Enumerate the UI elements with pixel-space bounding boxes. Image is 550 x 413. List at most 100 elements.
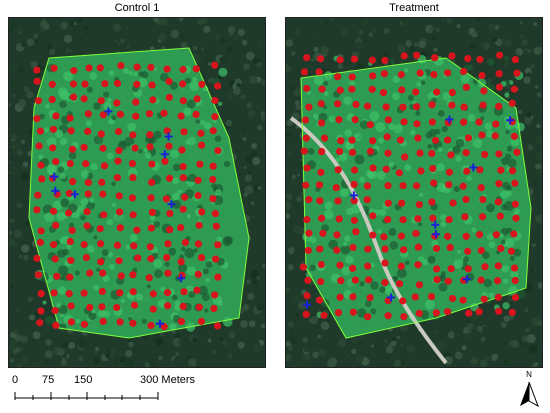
- meadow-texture: [204, 308, 209, 313]
- meadow-texture: [138, 149, 143, 154]
- sample-point: [428, 118, 437, 126]
- sample-point: [464, 265, 472, 273]
- tree-canopy: [30, 60, 38, 69]
- tree-canopy: [400, 18, 410, 24]
- plus-marker: [445, 115, 454, 124]
- tree-canopy: [260, 115, 265, 122]
- sample-point: [475, 231, 484, 239]
- meadow-texture: [93, 235, 98, 240]
- plus-marker: [431, 220, 440, 229]
- tree-canopy: [172, 337, 182, 347]
- tree-canopy: [31, 338, 36, 342]
- meadow-texture: [353, 133, 362, 142]
- tree-canopy: [32, 331, 41, 340]
- meadow-texture: [379, 286, 386, 293]
- sample-point: [132, 112, 140, 120]
- sample-point: [396, 136, 405, 144]
- meadow-texture: [44, 212, 55, 223]
- meadow-texture: [323, 81, 329, 87]
- meadow-texture: [312, 113, 319, 120]
- tree-canopy: [157, 33, 167, 42]
- meadow-texture: [57, 286, 67, 295]
- tree-canopy: [286, 132, 291, 138]
- tree-canopy: [362, 18, 371, 23]
- meadow-texture: [389, 59, 395, 65]
- sample-point: [349, 293, 357, 301]
- sample-point: [433, 276, 441, 284]
- meadow-texture: [59, 90, 69, 100]
- meadow-texture: [420, 80, 426, 86]
- meadow-texture: [129, 233, 138, 242]
- plus-marker: [303, 300, 312, 309]
- sample-point: [429, 164, 437, 173]
- tree-canopy: [528, 266, 535, 273]
- tree-canopy: [289, 331, 294, 336]
- meadow-texture: [184, 248, 195, 259]
- sample-point: [99, 111, 107, 119]
- tree-canopy: [245, 155, 254, 164]
- tree-canopy: [482, 42, 490, 50]
- sample-point: [34, 191, 42, 199]
- tree-canopy: [296, 160, 305, 169]
- sample-point: [464, 134, 473, 142]
- tree-canopy: [476, 325, 484, 333]
- sample-point: [337, 137, 345, 145]
- meadow-texture: [120, 140, 126, 146]
- sample-point: [413, 51, 421, 59]
- sample-point: [52, 321, 60, 329]
- tree-canopy: [126, 44, 130, 49]
- meadow-texture: [45, 103, 50, 109]
- scale-tick-label: 150: [74, 374, 93, 386]
- tree-canopy: [286, 229, 291, 234]
- sample-point: [214, 146, 222, 155]
- sample-point: [380, 233, 388, 241]
- sample-point: [52, 112, 60, 120]
- sample-point: [132, 98, 140, 106]
- meadow-texture: [328, 115, 336, 123]
- tree-canopy: [18, 254, 23, 259]
- sample-point: [511, 56, 519, 64]
- tree-canopy: [310, 58, 314, 62]
- sample-point: [459, 67, 468, 76]
- meadow-texture: [507, 158, 517, 168]
- tree-canopy: [23, 254, 29, 261]
- tree-canopy: [26, 91, 34, 99]
- meadow-texture: [57, 166, 65, 173]
- tree-canopy: [447, 331, 455, 339]
- sample-point: [477, 246, 485, 255]
- tree-canopy: [242, 304, 250, 311]
- tree-canopy: [254, 332, 261, 339]
- tree-canopy: [113, 361, 118, 366]
- sample-point: [496, 212, 504, 220]
- tree-canopy: [331, 358, 338, 365]
- meadow-texture: [415, 110, 421, 116]
- meadow-texture: [396, 268, 407, 279]
- sample-point: [511, 293, 520, 302]
- tree-canopy: [222, 340, 229, 346]
- tree-canopy: [383, 28, 390, 34]
- sample-point: [384, 116, 393, 124]
- tree-canopy: [244, 163, 254, 172]
- sample-point: [164, 269, 172, 277]
- sample-point: [129, 211, 137, 219]
- tree-canopy: [477, 345, 482, 350]
- tree-canopy: [197, 19, 204, 26]
- tree-canopy: [294, 28, 303, 36]
- tree-canopy: [358, 29, 364, 35]
- tree-canopy: [43, 358, 50, 365]
- tree-canopy: [470, 313, 479, 321]
- sample-point: [510, 132, 519, 140]
- sample-point: [64, 209, 73, 217]
- sample-point: [50, 240, 58, 249]
- tree-canopy: [293, 88, 302, 97]
- tree-canopy: [178, 18, 184, 22]
- meadow-texture: [112, 203, 117, 208]
- sample-point: [491, 132, 499, 140]
- meadow-texture: [186, 266, 197, 276]
- sample-point: [160, 109, 168, 117]
- tree-canopy: [77, 356, 84, 362]
- sample-point: [414, 215, 422, 223]
- sample-point: [513, 148, 521, 156]
- sample-point: [129, 173, 137, 182]
- sample-point: [316, 197, 324, 205]
